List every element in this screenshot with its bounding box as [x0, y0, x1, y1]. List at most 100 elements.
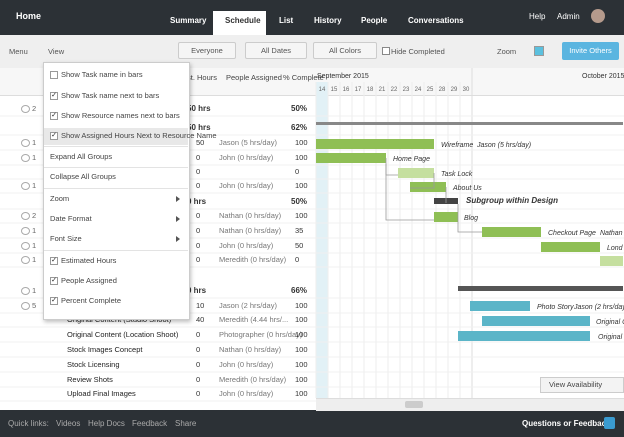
menu-item[interactable]: Show Resource names next to bars [61, 111, 180, 120]
task-bar [600, 256, 623, 266]
menu-checkbox[interactable]: ✓ [50, 92, 58, 100]
task-bar [470, 301, 530, 311]
people-assigned: Nathan (0 hrs/day) [219, 345, 282, 354]
people-assigned: John (0 hrs/day) [219, 389, 274, 398]
percent-complete: 100 [295, 181, 308, 190]
menu-item[interactable]: People Assigned [61, 276, 117, 285]
footer-link[interactable]: Feedback [132, 419, 168, 428]
menu-checkbox[interactable]: ✓ [50, 112, 58, 120]
menu-item[interactable]: Expand All Groups [50, 152, 113, 161]
hide-completed[interactable]: Hide Completed [391, 47, 445, 56]
people-assigned: John (0 hrs/day) [219, 241, 274, 250]
menu-checkbox[interactable]: ✓ [50, 132, 58, 140]
menu-checkbox[interactable]: ✓ [50, 257, 58, 265]
dependency-line [410, 173, 435, 189]
task-name: Stock Licensing [67, 360, 120, 369]
day-label: 24 [415, 87, 422, 93]
feedback-icon[interactable] [604, 417, 615, 429]
bar-label: Photo Story [537, 304, 574, 311]
menu-item[interactable]: Zoom [50, 194, 70, 203]
hide-checkbox[interactable] [382, 47, 390, 55]
percent-complete: 0 [295, 167, 300, 176]
zoom-button[interactable]: Zoom [497, 47, 517, 56]
people-assigned: Photographer (0 hrs/day) [219, 330, 303, 339]
footer-link: Quick links: [8, 419, 49, 428]
help-link[interactable]: Help [529, 12, 546, 21]
row-count: 1 [32, 181, 37, 190]
admin-link[interactable]: Admin [557, 12, 580, 21]
menu-checkbox[interactable] [50, 71, 58, 79]
day-label: 21 [379, 87, 386, 93]
row-icon [21, 212, 30, 220]
row-count: 1 [32, 153, 37, 162]
menu-item[interactable]: Show Assigned Hours Next to Resource Nam… [61, 131, 217, 140]
menu-checkbox[interactable]: ✓ [50, 297, 58, 305]
nav-tab[interactable]: Schedule [225, 16, 261, 25]
row-count: 1 [32, 138, 37, 147]
menu-item[interactable]: Font Size [50, 234, 82, 243]
task-name: Original Content (Location Shoot) [67, 330, 179, 339]
feedback-link[interactable]: Questions or Feedback [522, 419, 611, 428]
tab-bg [213, 11, 266, 35]
avatar[interactable] [591, 9, 605, 23]
percent-complete: 100 [295, 330, 308, 339]
menu-item[interactable]: Percent Complete [61, 296, 122, 305]
task-bar [316, 122, 623, 125]
view-availability[interactable]: View Availability [540, 377, 624, 393]
bar-label: Jason (5 hrs/day) [476, 142, 531, 149]
day-label: 16 [343, 87, 350, 93]
est-hours: 50 [196, 138, 205, 147]
menu-checkbox[interactable]: ✓ [50, 277, 58, 285]
task-bar [458, 286, 623, 291]
percent-complete: 100 [295, 345, 308, 354]
menu-item[interactable]: Show Task name in bars [61, 70, 143, 79]
row-icon [21, 139, 30, 147]
bar-label: Blog [464, 215, 478, 222]
invite-button[interactable]: Invite Others [562, 42, 619, 60]
task-bar [398, 168, 434, 178]
top-bar [0, 0, 624, 35]
column-header: % Complete [283, 73, 324, 82]
scroll-thumb[interactable] [405, 401, 423, 408]
day-label: 28 [439, 87, 446, 93]
everyone-filter[interactable]: Everyone [178, 42, 236, 59]
est-hours: 0 [196, 360, 201, 369]
footer-link[interactable]: Help Docs [88, 419, 125, 428]
task-bar [434, 212, 458, 222]
est-hours: 0 [196, 167, 201, 176]
menu-item[interactable]: Show Task name next to bars [61, 91, 160, 100]
percent-complete: 0 [295, 255, 300, 264]
view-button[interactable]: View [48, 47, 65, 56]
home-link[interactable]: Home [16, 11, 42, 21]
menu-item[interactable]: Collapse All Groups [50, 172, 116, 181]
percent-complete: 62% [291, 123, 308, 132]
est-hours: 0 [196, 153, 201, 162]
row-count: 2 [32, 104, 37, 113]
est-hours: 0 [196, 226, 201, 235]
color-swatch[interactable] [534, 46, 544, 56]
nav-tab[interactable]: Conversations [408, 16, 464, 25]
task-name: Upload Final Images [67, 389, 136, 398]
nav-tab[interactable]: Summary [170, 16, 207, 25]
nav-tab[interactable]: List [279, 16, 294, 25]
dates-filter[interactable]: All Dates [245, 42, 307, 59]
footer-link[interactable]: Videos [56, 419, 81, 428]
people-assigned: Jason (2 hrs/day) [219, 301, 277, 310]
row-icon [21, 154, 30, 162]
people-assigned: John (0 hrs/day) [219, 360, 274, 369]
task-bar [410, 182, 446, 192]
menu-item[interactable]: Estimated Hours [61, 256, 117, 265]
task-name: Review Shots [67, 375, 113, 384]
task-bar [316, 153, 386, 163]
menu-button[interactable]: Menu [9, 47, 28, 56]
day-label: 14 [319, 87, 326, 93]
nav-tab[interactable]: People [361, 16, 388, 25]
percent-complete: 100 [295, 389, 308, 398]
colors-filter[interactable]: All Colors [313, 42, 377, 59]
day-label: 29 [451, 87, 458, 93]
percent-complete: 50% [291, 104, 308, 113]
menu-item[interactable]: Date Format [50, 214, 92, 223]
footer-link[interactable]: Share [175, 419, 197, 428]
nav-tab[interactable]: History [314, 16, 342, 25]
